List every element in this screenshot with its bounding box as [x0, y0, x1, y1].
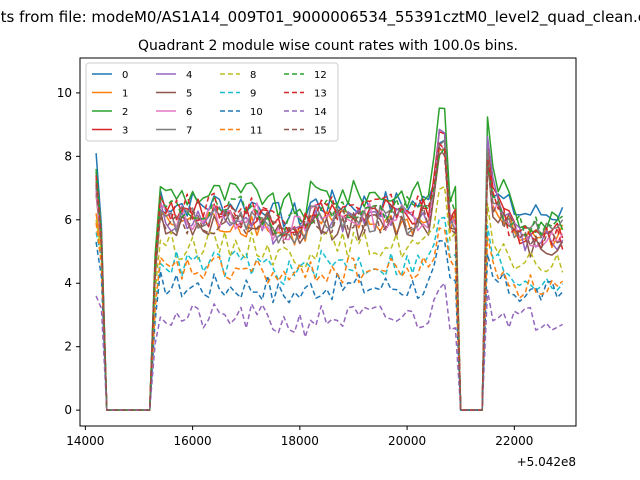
x-tick-label: 16000 [174, 434, 212, 448]
legend-label-8: 8 [250, 70, 256, 81]
x-tick-label: 20000 [388, 434, 426, 448]
series-line-12 [95, 146, 564, 411]
legend-label-0: 0 [122, 70, 128, 81]
legend-label-13: 13 [314, 89, 327, 100]
legend-label-5: 5 [186, 89, 192, 100]
legend-label-7: 7 [186, 126, 192, 137]
x-tick-label: 22000 [495, 434, 533, 448]
series-line-9 [95, 216, 564, 411]
legend-label-9: 9 [250, 89, 256, 100]
series-line-10 [95, 239, 564, 411]
y-axis: 0 2 4 6 8 10 [57, 86, 80, 417]
series-line-2 [95, 107, 564, 411]
y-tick-label: 2 [64, 340, 72, 354]
x-axis: 14000 16000 18000 20000 22000 [66, 426, 533, 448]
x-offset-label: +5.042e8 [517, 455, 576, 469]
axes-frame [79, 57, 577, 427]
legend-label-1: 1 [122, 89, 128, 100]
series-layer [95, 107, 564, 411]
legend-label-6: 6 [186, 107, 192, 118]
y-tick-label: 8 [64, 149, 72, 163]
x-tick-label: 18000 [281, 434, 319, 448]
x-tick-label: 14000 [66, 434, 104, 448]
series-line-14 [95, 282, 563, 411]
plot-area [79, 57, 577, 427]
legend-label-12: 12 [314, 70, 327, 81]
legend-label-4: 4 [186, 70, 192, 81]
y-tick-label: 0 [64, 403, 72, 417]
legend-label-15: 15 [314, 126, 327, 137]
y-tick-label: 10 [57, 86, 72, 100]
legend-label-2: 2 [122, 107, 128, 118]
legend-label-11: 11 [250, 126, 263, 137]
legend-label-3: 3 [122, 126, 128, 137]
y-tick-label: 6 [64, 213, 72, 227]
legend-frame [85, 62, 339, 142]
series-line-8 [95, 185, 564, 411]
legend-label-14: 14 [314, 107, 327, 118]
series-line-15 [95, 146, 563, 411]
legend-label-10: 10 [250, 107, 263, 118]
figure-suptitle: Plots from file: modeM0/AS1A14_009T01_90… [0, 8, 640, 27]
series-line-13 [95, 142, 564, 411]
y-tick-label: 4 [64, 276, 72, 290]
chart-title: Quadrant 2 module wise count rates with … [138, 38, 518, 54]
